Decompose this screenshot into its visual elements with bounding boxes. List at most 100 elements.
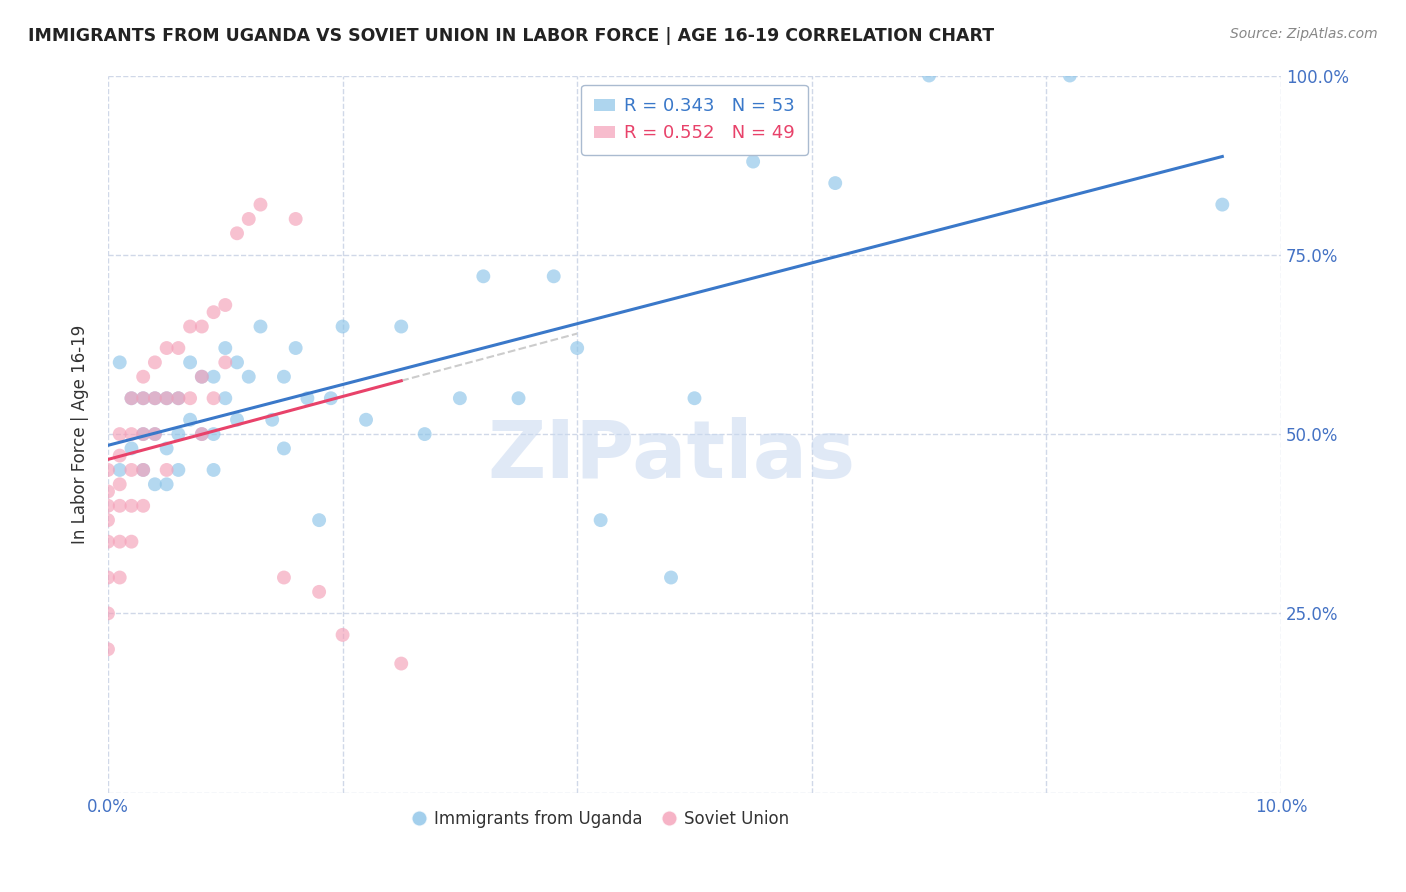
Point xyxy=(742,154,765,169)
Point xyxy=(413,427,436,442)
Point xyxy=(132,463,155,477)
Point xyxy=(1211,197,1233,211)
Point xyxy=(108,534,131,549)
Point xyxy=(284,211,307,226)
Point xyxy=(1059,69,1081,83)
Point xyxy=(543,269,565,284)
Point xyxy=(156,442,179,456)
Point xyxy=(284,341,307,355)
Point xyxy=(472,269,495,284)
Point xyxy=(167,427,190,442)
Point xyxy=(191,427,214,442)
Point xyxy=(108,463,131,477)
Point xyxy=(156,341,179,355)
Point xyxy=(202,305,225,319)
Point xyxy=(132,427,155,442)
Point xyxy=(143,427,166,442)
Point xyxy=(143,391,166,405)
Point xyxy=(262,413,284,427)
Point xyxy=(143,355,166,369)
Point xyxy=(132,369,155,384)
Point xyxy=(354,413,377,427)
Point xyxy=(567,341,589,355)
Text: Source: ZipAtlas.com: Source: ZipAtlas.com xyxy=(1230,27,1378,41)
Point xyxy=(97,607,120,621)
Point xyxy=(132,463,155,477)
Point xyxy=(167,341,190,355)
Text: ZIPatlas: ZIPatlas xyxy=(486,417,855,494)
Point xyxy=(132,391,155,405)
Point xyxy=(108,570,131,584)
Point xyxy=(191,427,214,442)
Point xyxy=(156,477,179,491)
Y-axis label: In Labor Force | Age 16-19: In Labor Force | Age 16-19 xyxy=(72,325,89,544)
Point xyxy=(308,513,330,527)
Point xyxy=(97,463,120,477)
Point xyxy=(108,477,131,491)
Point xyxy=(238,369,260,384)
Point xyxy=(214,391,236,405)
Point xyxy=(179,391,201,405)
Point xyxy=(249,197,271,211)
Point xyxy=(120,442,142,456)
Point xyxy=(156,391,179,405)
Point xyxy=(191,369,214,384)
Point xyxy=(449,391,471,405)
Text: IMMIGRANTS FROM UGANDA VS SOVIET UNION IN LABOR FORCE | AGE 16-19 CORRELATION CH: IMMIGRANTS FROM UGANDA VS SOVIET UNION I… xyxy=(28,27,994,45)
Point xyxy=(824,176,846,190)
Point xyxy=(132,499,155,513)
Point xyxy=(273,442,295,456)
Point xyxy=(389,657,412,671)
Point xyxy=(214,355,236,369)
Point xyxy=(156,391,179,405)
Point xyxy=(332,628,354,642)
Point xyxy=(202,427,225,442)
Point xyxy=(319,391,342,405)
Point xyxy=(143,427,166,442)
Point xyxy=(249,319,271,334)
Point xyxy=(108,427,131,442)
Point xyxy=(308,585,330,599)
Point xyxy=(179,355,201,369)
Point xyxy=(167,463,190,477)
Point xyxy=(120,427,142,442)
Point xyxy=(389,319,412,334)
Point xyxy=(179,413,201,427)
Point xyxy=(179,319,201,334)
Point xyxy=(132,427,155,442)
Point xyxy=(918,69,941,83)
Point xyxy=(120,391,142,405)
Point xyxy=(97,513,120,527)
Point xyxy=(97,642,120,657)
Point xyxy=(214,298,236,312)
Point xyxy=(273,570,295,584)
Point xyxy=(120,534,142,549)
Point xyxy=(508,391,530,405)
Point xyxy=(332,319,354,334)
Point xyxy=(120,463,142,477)
Point xyxy=(226,355,249,369)
Point xyxy=(273,369,295,384)
Point xyxy=(97,499,120,513)
Point xyxy=(120,499,142,513)
Point xyxy=(120,391,142,405)
Point xyxy=(226,413,249,427)
Point xyxy=(202,463,225,477)
Point xyxy=(97,534,120,549)
Legend: Immigrants from Uganda, Soviet Union: Immigrants from Uganda, Soviet Union xyxy=(405,803,796,835)
Point xyxy=(108,355,131,369)
Point xyxy=(297,391,319,405)
Point xyxy=(143,391,166,405)
Point xyxy=(202,391,225,405)
Point xyxy=(97,484,120,499)
Point xyxy=(132,391,155,405)
Point xyxy=(167,391,190,405)
Point xyxy=(214,341,236,355)
Point xyxy=(589,513,612,527)
Point xyxy=(238,211,260,226)
Point xyxy=(659,570,682,584)
Point xyxy=(191,319,214,334)
Point xyxy=(156,463,179,477)
Point xyxy=(108,449,131,463)
Point xyxy=(226,227,249,241)
